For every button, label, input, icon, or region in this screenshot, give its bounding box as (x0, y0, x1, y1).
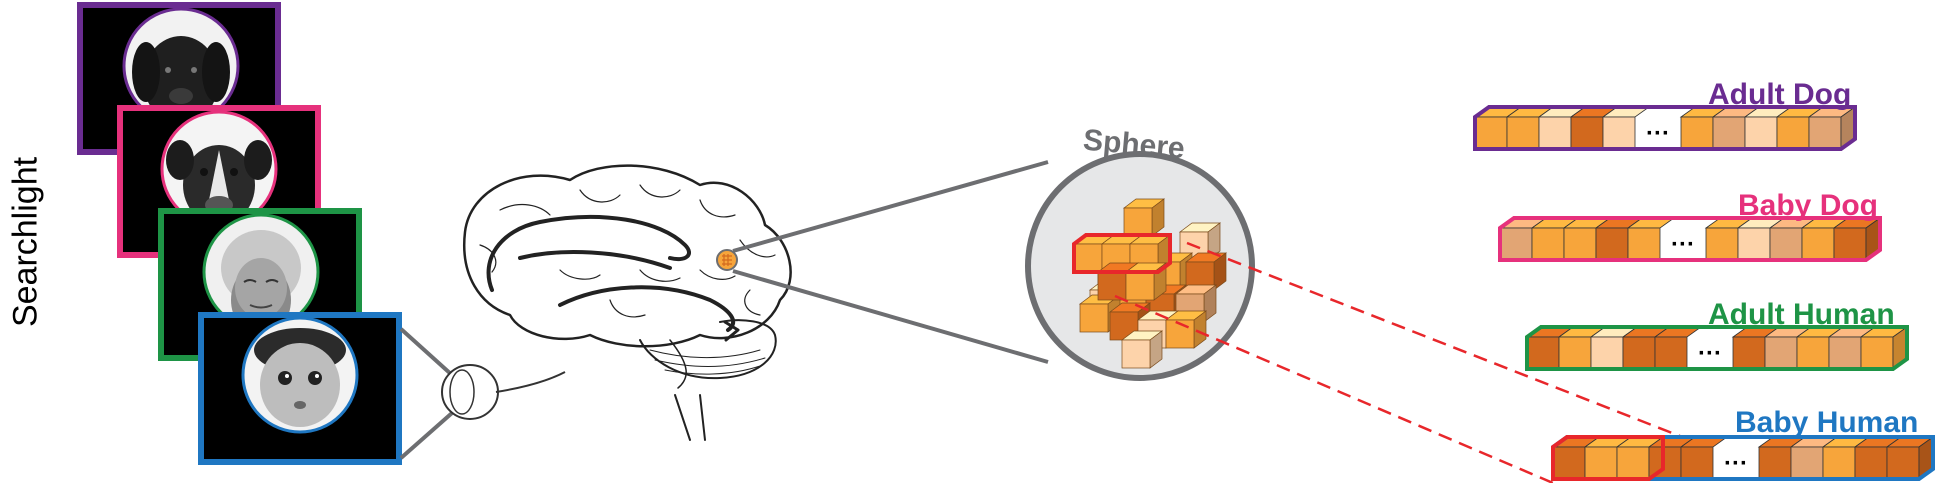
vector-outline (1498, 216, 1882, 262)
pattern-vectors: ··· ··· ··· ··· (1473, 105, 1935, 481)
voxel-cell (1679, 436, 1729, 480)
stimulus-cards (77, 2, 402, 465)
voxel-cell (1768, 217, 1818, 261)
voxel-cell (1626, 217, 1676, 261)
baby-face (243, 318, 357, 432)
voxel-cell (1807, 106, 1857, 150)
voxel-cell (1789, 436, 1839, 480)
vector-highlight (1551, 435, 1665, 481)
voxel-cell (1601, 106, 1651, 150)
pattern-vector-adult_dog: ··· (1473, 105, 1857, 151)
highlighted-voxel-row (1072, 233, 1172, 274)
eye (399, 327, 566, 460)
voxel (1164, 310, 1208, 349)
vector-label-baby-dog: Baby Dog (1738, 189, 1879, 222)
voxel (1124, 262, 1168, 301)
sphere (1025, 151, 1255, 381)
vector-ellipsis: ··· (1671, 231, 1695, 258)
vector-label-adult-dog: Adult Dog (1708, 78, 1852, 111)
voxel-cell (1562, 217, 1612, 261)
voxel-cell (1589, 326, 1639, 370)
puppy-face (162, 112, 276, 226)
voxel-cell (1653, 326, 1703, 370)
vector-label-adult-human: Adult Human (1708, 298, 1895, 331)
vector-label-baby-human: Baby Human (1735, 406, 1919, 439)
zoom-lines (732, 160, 1049, 364)
voxel-cell (1505, 106, 1555, 150)
stimulus-card-adult-dog (77, 2, 281, 155)
voxel-cell (1853, 436, 1903, 480)
voxel-cell (1498, 217, 1548, 261)
voxel-cell (1525, 326, 1575, 370)
vector-outline (1525, 325, 1909, 371)
projection-lines (1114, 241, 1691, 483)
voxel-cell (1821, 436, 1871, 480)
voxel (1120, 330, 1164, 369)
voxel-cell (1711, 106, 1761, 150)
brain (462, 164, 792, 441)
stimulus-card-baby-human (198, 312, 402, 465)
pattern-vector-adult_human: ··· (1525, 325, 1909, 371)
voxel-cell (1621, 326, 1671, 370)
voxel-cell (1757, 436, 1807, 480)
voxel-cell (1832, 217, 1882, 261)
vector-outline (1473, 105, 1857, 151)
searchlight-point (716, 249, 738, 271)
voxel-cell (1583, 436, 1633, 480)
vector-ellipsis: ··· (1724, 450, 1748, 477)
voxel-cell (1569, 106, 1619, 150)
vector-ellipsis: ··· (1646, 120, 1670, 147)
voxel-cell (1704, 217, 1754, 261)
vector-ellipsis: ··· (1698, 340, 1722, 367)
voxel-cell (1795, 326, 1845, 370)
voxel (1184, 252, 1228, 291)
pattern-vector-baby_dog: ··· (1498, 216, 1882, 262)
voxel (1122, 198, 1166, 237)
voxel-cell (1557, 326, 1607, 370)
adult-dog-face (124, 9, 238, 123)
voxel-cell (1615, 436, 1665, 480)
pattern-vector-baby_human: ··· (1551, 435, 1935, 481)
voxel-cell (1530, 217, 1580, 261)
